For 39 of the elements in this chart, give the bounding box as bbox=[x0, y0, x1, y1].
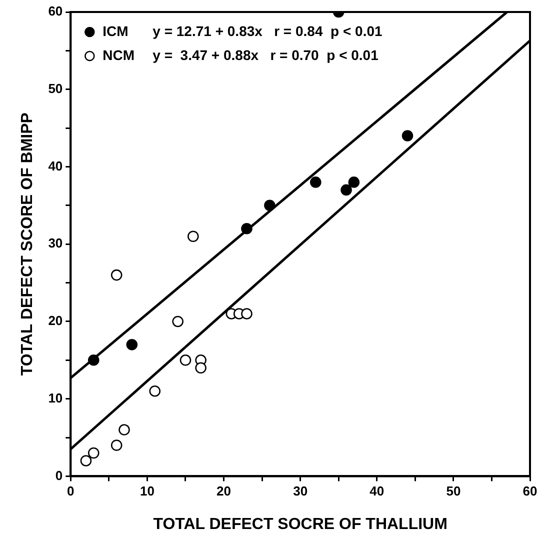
point bbox=[402, 130, 414, 142]
x-tick-label: 40 bbox=[370, 484, 384, 499]
point bbox=[195, 362, 206, 374]
y-tick-label: 0 bbox=[55, 468, 63, 483]
point bbox=[241, 222, 252, 234]
point bbox=[172, 316, 184, 328]
y-tick-label: 30 bbox=[48, 236, 63, 251]
y-tick-label: 50 bbox=[48, 80, 63, 96]
x-tick-label: 0 bbox=[67, 484, 74, 499]
point bbox=[180, 354, 192, 366]
point bbox=[348, 176, 360, 188]
point bbox=[118, 424, 130, 436]
point bbox=[340, 184, 352, 196]
point bbox=[88, 447, 100, 459]
point bbox=[188, 230, 199, 242]
point bbox=[310, 176, 322, 188]
point bbox=[110, 440, 122, 451]
x-tick-label: 60 bbox=[522, 484, 538, 499]
annotation: y = 12.71 + 0.83x r = 0.84 p < 0.01 bbox=[152, 22, 382, 39]
y-tick-label: 10 bbox=[48, 390, 63, 406]
legend-label: NCM bbox=[102, 46, 135, 63]
point bbox=[126, 339, 138, 350]
legend-label: ICM bbox=[102, 22, 128, 39]
annotation: y = 3.47 + 0.88x r = 0.70 p < 0.01 bbox=[152, 46, 379, 63]
x-axis-title: TOTAL DEFECT SOCRE OF THALLIUM bbox=[153, 516, 448, 533]
point bbox=[80, 455, 92, 466]
x-tick-label: 10 bbox=[140, 484, 154, 499]
point bbox=[149, 385, 161, 397]
point bbox=[110, 269, 122, 281]
x-tick-label: 30 bbox=[293, 484, 308, 499]
point bbox=[88, 354, 100, 366]
y-tick-label: 20 bbox=[48, 313, 63, 328]
point bbox=[264, 200, 276, 212]
y-tick-label: 60 bbox=[48, 4, 63, 19]
x-tick-label: 50 bbox=[446, 484, 461, 499]
x-tick-label: 20 bbox=[216, 484, 232, 499]
y-tick-label: 40 bbox=[48, 158, 63, 174]
point bbox=[241, 308, 252, 320]
y-axis-title: TOTAL DEFECT SCORE OF BMIPP bbox=[19, 112, 36, 376]
